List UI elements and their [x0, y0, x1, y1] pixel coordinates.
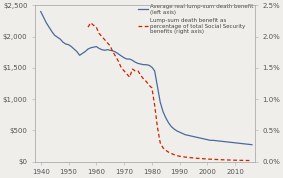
- Legend: Average real lump-sum death benefit
(left axis), Lump-sum death benefit as
perce: Average real lump-sum death benefit (lef…: [138, 4, 254, 35]
